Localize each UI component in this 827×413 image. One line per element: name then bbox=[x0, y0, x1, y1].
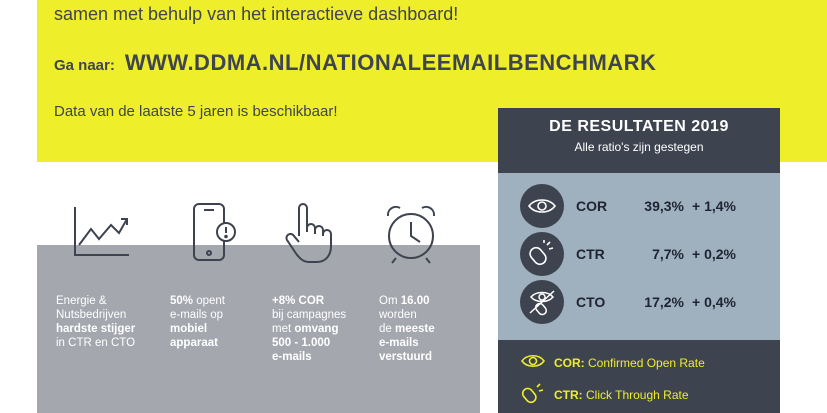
result-metric: CTR bbox=[576, 246, 605, 262]
stat-text-time: Om 16.00 worden de meeste e-mails verstuurd bbox=[379, 294, 479, 364]
result-row-cor: COR 39,3% + 1,4% bbox=[520, 184, 770, 228]
stat-emphasis: meeste bbox=[395, 323, 435, 335]
result-value: 39,3% bbox=[644, 198, 684, 214]
stat-emphasis: mobiel bbox=[170, 323, 208, 335]
legend-abbr: COR: bbox=[554, 355, 585, 370]
result-row-ctr: CTR 7,7% + 0,2% bbox=[520, 232, 770, 276]
eye-icon bbox=[520, 184, 564, 228]
stat-emphasis: e-mails bbox=[379, 337, 419, 349]
mouse-click-icon bbox=[520, 382, 546, 407]
result-change: + 0,2% bbox=[692, 246, 736, 262]
goto-line: Ga naar: WWW.DDMA.NL/NATIONALEEMAILBENCH… bbox=[54, 50, 656, 76]
availability-text: Data van de laatste 5 jaren is beschikba… bbox=[54, 103, 338, 120]
eye-mouse-icon bbox=[520, 280, 564, 324]
stat-line: worden bbox=[379, 309, 417, 321]
stat-line: Energie & bbox=[56, 295, 107, 307]
trend-chart-icon bbox=[66, 198, 136, 268]
result-metric: COR bbox=[576, 198, 608, 214]
results-subtitle: Alle ratio's zijn gestegen bbox=[574, 140, 704, 154]
stat-line: e-mails op bbox=[170, 309, 224, 321]
hand-pointer-icon bbox=[272, 198, 342, 268]
results-title: DE RESULTATEN 2019 bbox=[549, 118, 729, 135]
legend-item-ctr: CTR: Click Through Rate bbox=[520, 382, 689, 407]
stat-line: in CTR en CTO bbox=[56, 337, 136, 349]
stat-text-cor: +8% COR bij campagnes met omvang 500 - 1.00… bbox=[272, 294, 372, 364]
legend-text: Confirmed Open Rate bbox=[588, 355, 705, 370]
mouse-click-icon bbox=[520, 232, 564, 276]
stat-text-mobile: 50% opent e-mails op mobiel apparaat bbox=[170, 294, 270, 350]
stat-emphasis: apparaat bbox=[170, 337, 218, 349]
stat-emphasis: hardste stijger bbox=[56, 323, 136, 335]
legend-abbr: CTR: bbox=[554, 387, 583, 402]
stat-line: opent bbox=[193, 295, 226, 307]
results-header: DE RESULTATEN 2019 Alle ratio's zijn ges… bbox=[498, 108, 780, 173]
stat-emphasis: e-mails bbox=[272, 351, 312, 363]
goto-label: Ga naar: bbox=[54, 57, 115, 74]
stat-emphasis: 16.00 bbox=[400, 295, 430, 307]
results-legend: COR: Confirmed Open Rate CTR: Click Thro… bbox=[498, 340, 780, 413]
stat-emphasis: 500 - 1.000 bbox=[272, 337, 331, 349]
stats-panel bbox=[37, 245, 480, 413]
stat-line: met bbox=[272, 323, 295, 335]
stat-line: Om bbox=[379, 295, 401, 307]
stat-line: Nutsbedrijven bbox=[56, 309, 127, 321]
legend-item-cor: COR: Confirmed Open Rate bbox=[520, 352, 705, 373]
eye-icon bbox=[520, 352, 546, 373]
stat-emphasis: 50% bbox=[170, 295, 194, 307]
stat-line: bij campagnes bbox=[272, 309, 347, 321]
alarm-clock-icon bbox=[376, 198, 446, 268]
result-metric: CTO bbox=[576, 294, 606, 310]
stat-text-energy: Energie & Nutsbedrijven hardste stijger in … bbox=[56, 294, 156, 350]
benchmark-url-link[interactable]: WWW.DDMA.NL/NATIONALEEMAILBENCHMARK bbox=[124, 50, 657, 75]
result-value: 7,7% bbox=[652, 246, 684, 262]
result-value: 17,2% bbox=[644, 294, 684, 310]
result-change: + 0,4% bbox=[692, 294, 736, 310]
result-change: + 1,4% bbox=[692, 198, 736, 214]
stat-emphasis: +8% COR bbox=[272, 295, 325, 307]
legend-text: Click Through Rate bbox=[586, 387, 689, 402]
stat-emphasis: omvang bbox=[294, 323, 339, 335]
results-panel: DE RESULTATEN 2019 Alle ratio's zijn ges… bbox=[498, 108, 780, 413]
mobile-phone-icon bbox=[177, 198, 247, 268]
intro-text: samen met behulp van het interactieve da… bbox=[54, 4, 459, 24]
result-row-cto: CTO 17,2% + 0,4% bbox=[520, 280, 770, 324]
stat-emphasis: verstuurd bbox=[379, 351, 433, 363]
stat-line: de bbox=[379, 323, 395, 335]
